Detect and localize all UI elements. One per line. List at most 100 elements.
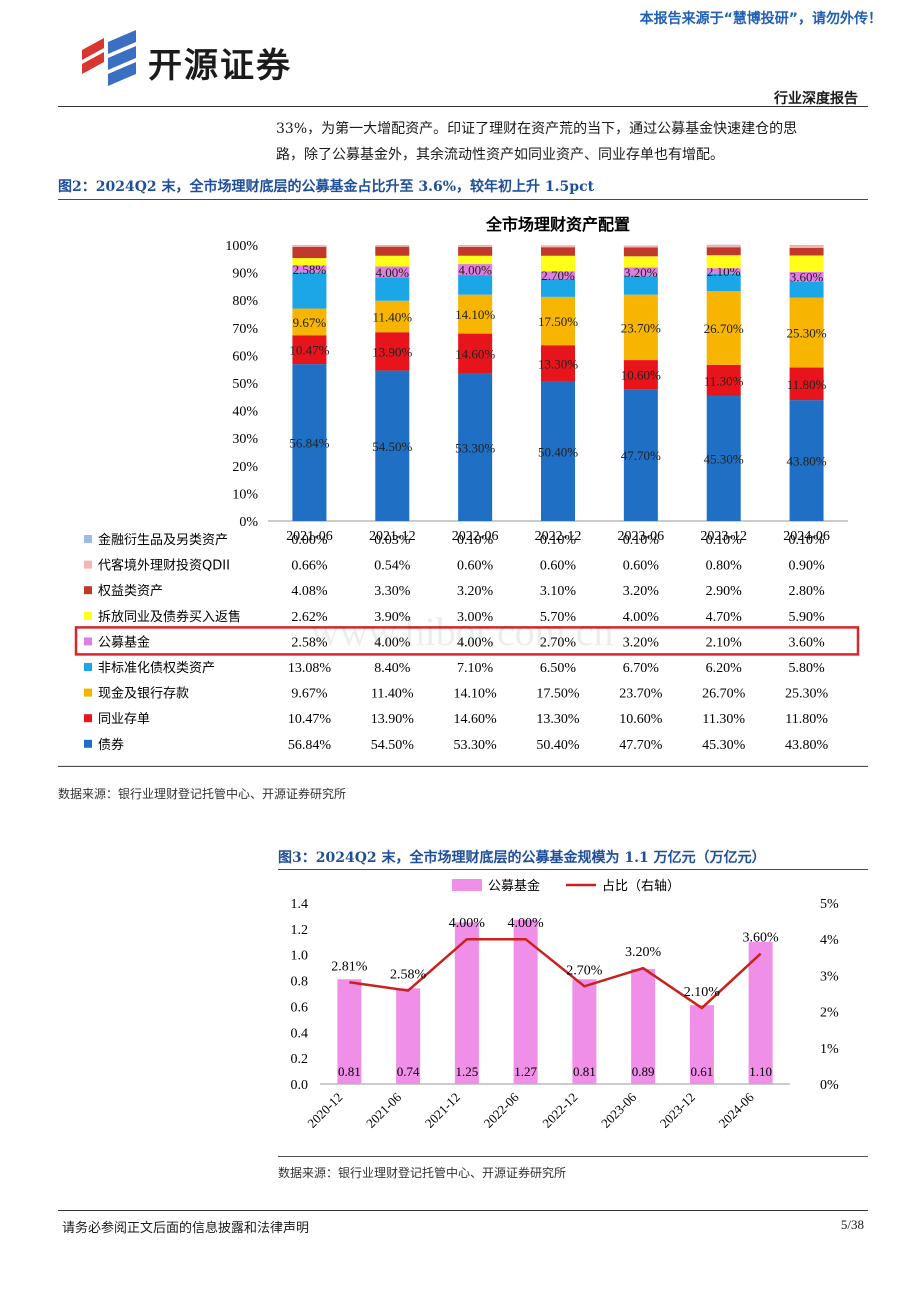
bar-segment-fund (458, 264, 493, 276)
bar-segment-nonstd (706, 273, 741, 292)
data-label-bond: 45.30% (704, 451, 744, 466)
table-cell: 0.66% (291, 559, 328, 574)
table-cell: 0.10% (623, 533, 660, 548)
bar-value-label: 0.81 (573, 1064, 596, 1079)
table-cell: 17.50% (536, 687, 580, 702)
bar-segment-fund (789, 271, 824, 282)
data-label-ncd: 14.60% (455, 347, 495, 362)
table-cell: 5.70% (540, 610, 577, 625)
x-tick-label: 2023-06 (618, 529, 665, 544)
y2-tick-label: 0% (820, 1078, 839, 1093)
table-row-label: 金融衍生品及另类资产 (98, 532, 228, 548)
bar-segment-bond (458, 373, 493, 521)
x-tick-label: 2023-12 (657, 1090, 698, 1131)
table-cell: 0.80% (706, 559, 743, 574)
bar-segment-ncd (375, 332, 410, 371)
data-label-bond: 56.84% (289, 436, 329, 451)
x-tick-label: 2021-12 (422, 1090, 463, 1131)
table-cell: 3.90% (374, 610, 411, 625)
y-tick-label: 50% (232, 377, 258, 392)
figure3-bottom-rule (278, 1156, 868, 1157)
bar-segment-qdii (789, 245, 824, 248)
table-cell: 13.90% (371, 712, 415, 727)
table-row-label: 同业存单 (98, 712, 150, 727)
table-cell: 6.70% (623, 661, 660, 676)
bar-segment-bond (375, 370, 410, 521)
line-value-label: 3.20% (625, 945, 662, 960)
bar-segment-cash (541, 296, 575, 346)
bar (689, 1005, 714, 1084)
data-label-cash: 23.70% (621, 320, 661, 335)
line-value-label: 2.81% (331, 959, 368, 974)
brand-name: 开源证券 (148, 46, 292, 86)
y-tick-label: 20% (232, 460, 258, 475)
data-label-fund: 3.60% (790, 270, 824, 285)
table-cell: 5.90% (788, 610, 825, 625)
line-value-label: 4.00% (449, 916, 486, 931)
legend-label: 公募基金 (488, 878, 540, 894)
y-tick-label: 90% (232, 267, 258, 282)
x-tick-label: 2021-06 (286, 529, 333, 544)
y-tick-label: 10% (232, 487, 258, 502)
bar-segment-repo (623, 256, 658, 268)
bar-segment-bond (706, 395, 741, 521)
table-row-label: 权益类资产 (98, 583, 163, 599)
bar-segment-cash (458, 294, 493, 334)
y-tick-label: 0.6 (291, 1000, 309, 1015)
table-cell: 2.90% (706, 584, 743, 599)
legend-swatch-ncd (84, 714, 92, 723)
bar-segment-deriv (375, 245, 410, 246)
y-tick-label: 30% (232, 432, 258, 447)
y-tick-label: 1.2 (291, 923, 309, 938)
y-tick-label: 0% (239, 515, 258, 530)
table-row-label: 债券 (98, 737, 124, 753)
data-label-cash: 11.40% (372, 309, 412, 324)
legend-swatch-repo (84, 611, 92, 620)
bar-segment-qdii (541, 245, 575, 248)
x-tick-label: 2022-06 (452, 529, 499, 544)
y-tick-label: 1.0 (291, 949, 309, 964)
table-cell: 0.90% (788, 559, 825, 574)
data-label-fund: 4.00% (458, 263, 492, 278)
line-value-label: 2.58% (390, 968, 427, 983)
table-row-label: 非标准化债权类资产 (98, 660, 215, 676)
table-cell: 3.20% (623, 635, 660, 650)
figure2-caption: 图2：2024Q2 末，全市场理财底层的公募基金占比升至 3.6%，较年初上升 … (58, 179, 595, 195)
x-tick-label: 2022-06 (480, 1089, 522, 1131)
table-cell: 47.70% (619, 738, 663, 753)
footer-divider (58, 1210, 868, 1211)
header-divider (58, 106, 868, 107)
table-row-label: 代客境外理财投资QDII (98, 558, 230, 574)
table-cell: 0.10% (788, 533, 825, 548)
data-label-ncd: 13.90% (372, 344, 412, 359)
data-label-ncd: 11.80% (787, 377, 827, 392)
bar-segment-equity (706, 247, 741, 256)
x-tick-label: 2023-06 (598, 1089, 640, 1131)
table-cell: 3.30% (374, 584, 411, 599)
line-value-label: 4.00% (508, 916, 545, 931)
bar-segment-fund (706, 268, 741, 274)
bar-segment-equity (541, 247, 575, 256)
bar-segment-qdii (375, 245, 410, 247)
line-value-label: 2.10% (684, 985, 721, 1000)
table-cell: 11.30% (702, 712, 745, 727)
bar-segment-nonstd (458, 275, 493, 295)
bar-segment-equity (458, 246, 493, 256)
table-cell: 0.00% (291, 533, 328, 548)
data-label-cash: 14.10% (455, 307, 495, 322)
data-label-fund: 2.58% (293, 262, 327, 277)
bar-segment-bond (623, 389, 658, 521)
data-label-bond: 50.40% (538, 444, 578, 459)
data-label-ncd: 11.30% (704, 373, 744, 388)
table-cell: 11.80% (785, 712, 828, 727)
y-tick-label: 40% (232, 405, 258, 420)
table-cell: 2.10% (706, 635, 743, 650)
bar-segment-equity (375, 246, 410, 256)
y2-tick-label: 4% (820, 933, 839, 948)
bar-segment-bond (789, 400, 824, 521)
bar-segment-cash (292, 308, 327, 336)
bar-segment-nonstd (375, 277, 410, 301)
bar-segment-fund (623, 267, 658, 277)
table-cell: 2.62% (291, 610, 328, 625)
x-tick-label: 2023-12 (700, 529, 747, 544)
